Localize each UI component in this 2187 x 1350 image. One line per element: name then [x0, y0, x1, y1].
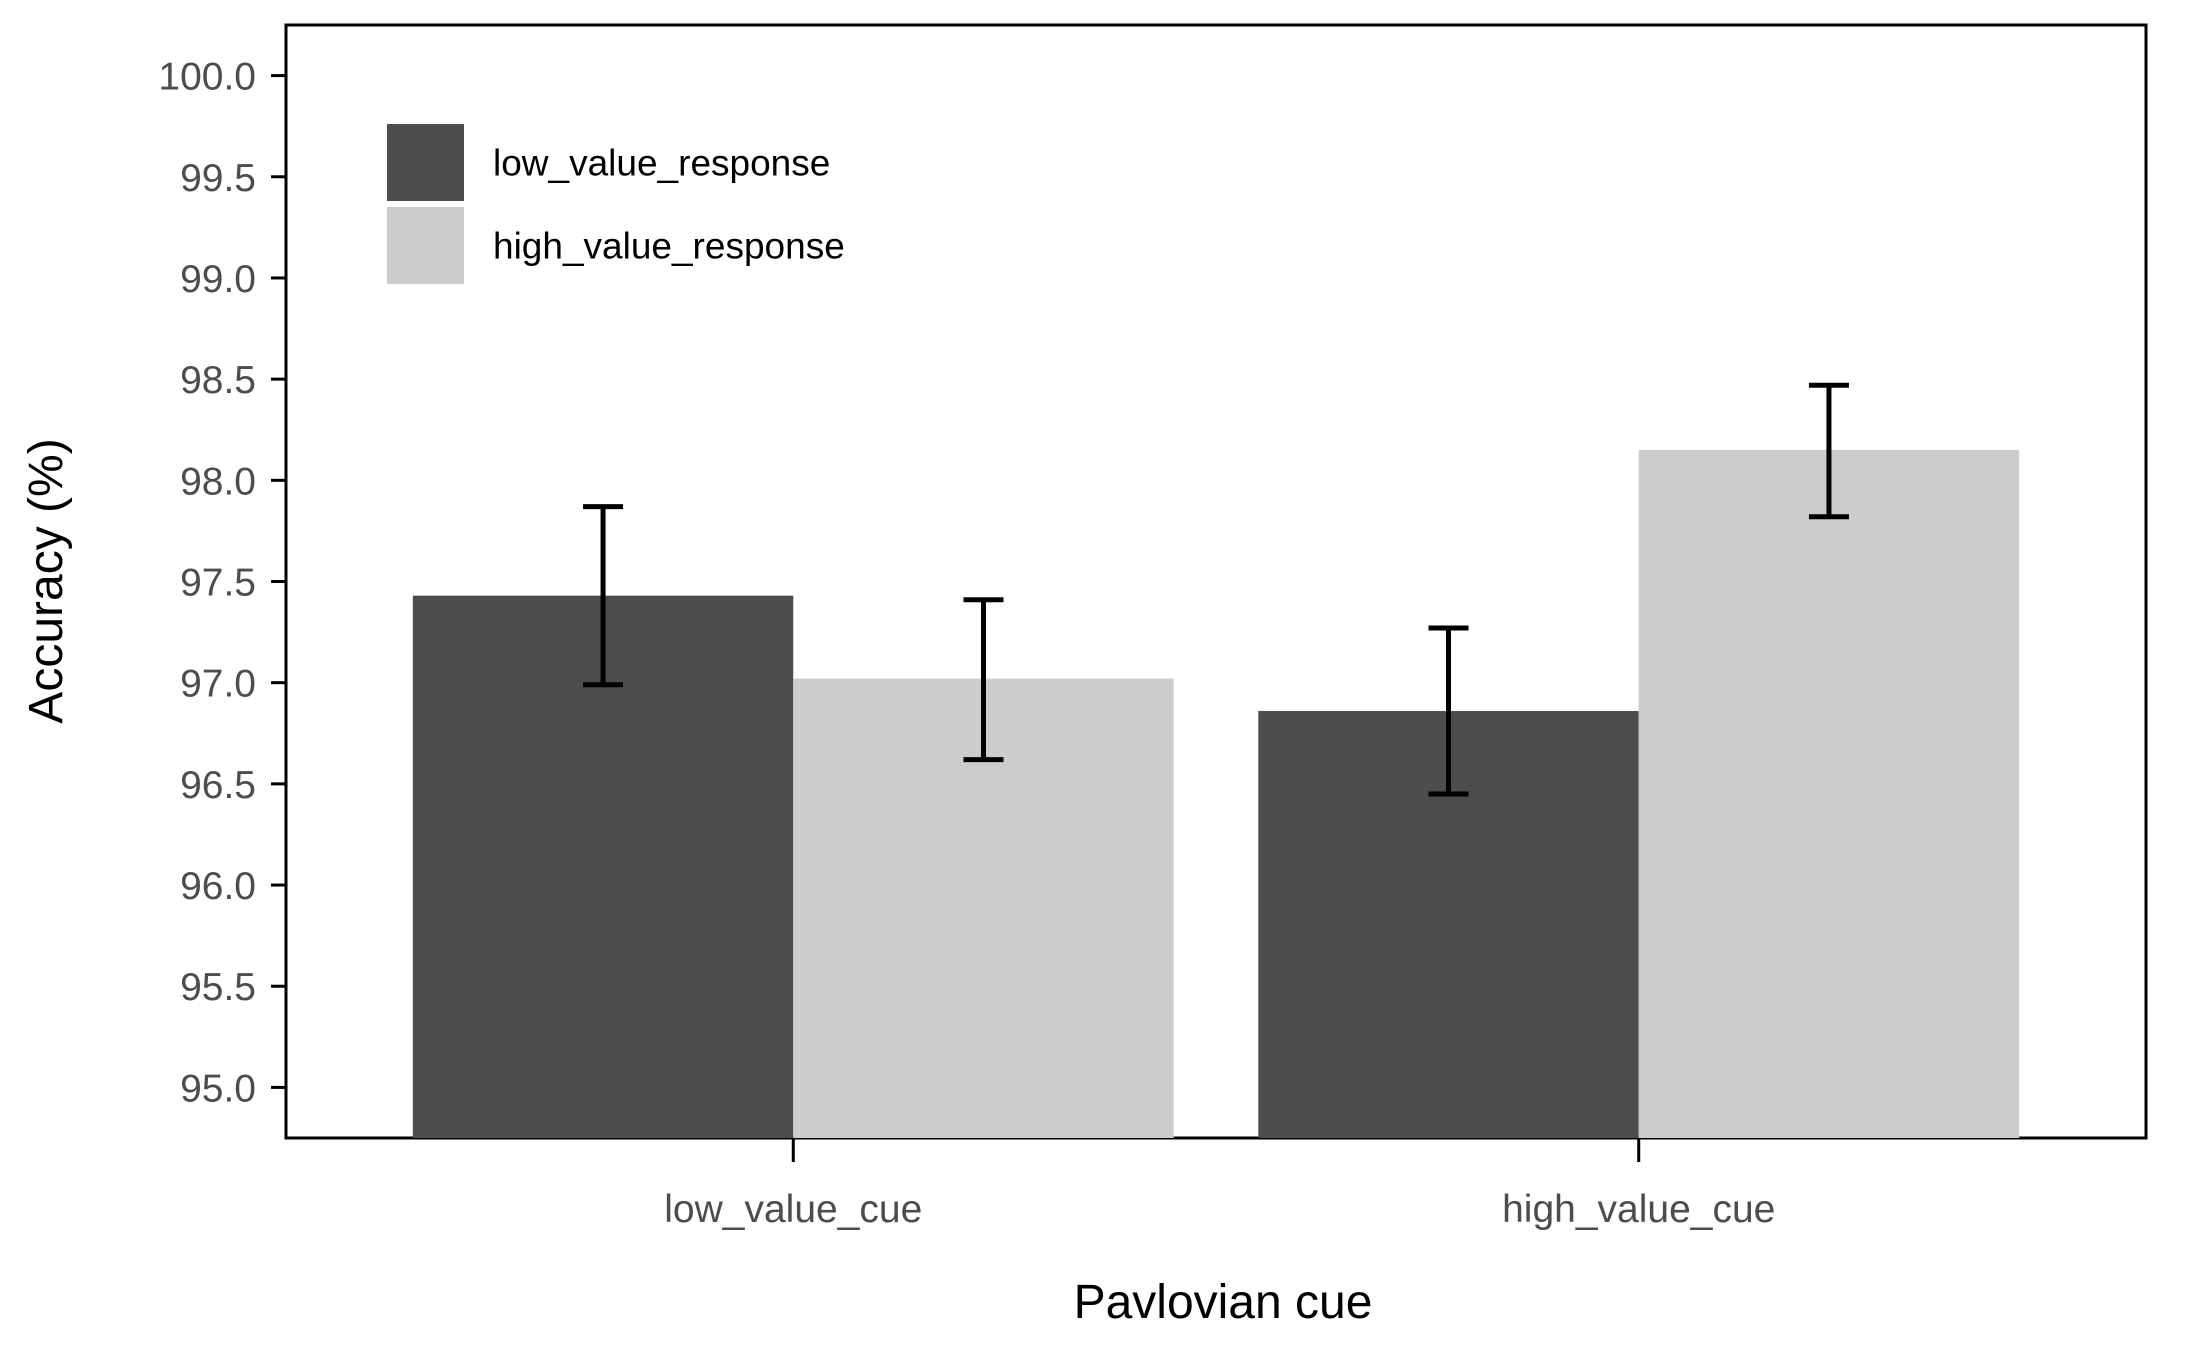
- y-tick-label: 97.0: [180, 663, 256, 706]
- y-tick-label: 98.0: [180, 460, 256, 503]
- error-bar-high_value_response-low_value_cue: [963, 597, 1004, 763]
- error-bars: [583, 382, 1849, 797]
- legend-label-low_value_response: low_value_response: [493, 143, 830, 184]
- y-tick-label: 95.5: [180, 966, 256, 1009]
- y-tick-label: 99.5: [180, 157, 256, 200]
- y-tick-label: 96.5: [180, 764, 256, 807]
- y-tick-label: 95.0: [180, 1067, 256, 1110]
- x-axis-title: Pavlovian cue: [1074, 1276, 1373, 1329]
- y-tick-label: 97.5: [180, 562, 256, 605]
- legend-label-high_value_response: high_value_response: [493, 226, 845, 267]
- legend-key-high_value_response: [387, 207, 464, 284]
- bar-high_value_response-high_value_cue: [1638, 449, 2020, 1138]
- x-tick-label-low_value_cue: low_value_cue: [664, 1188, 922, 1231]
- y-axis-title: Accuracy (%): [20, 438, 73, 723]
- error-bar-low_value_response-low_value_cue: [583, 504, 624, 688]
- error-bar-low_value_response-high_value_cue: [1428, 625, 1469, 797]
- x-tick-label-high_value_cue: high_value_cue: [1502, 1188, 1775, 1231]
- y-axis: 95.0 95.5 96.0 96.5 97.0 97.5 98.0 98.5 99.0 99.5…: [158, 56, 286, 1110]
- legend-key-low_value_response: [387, 124, 464, 201]
- y-tick-label: 99.0: [180, 258, 256, 301]
- y-tick-label: 96.0: [180, 865, 256, 908]
- bars: [412, 449, 2020, 1138]
- legend: low_value_response high_value_response: [387, 124, 845, 284]
- y-tick-label: 98.5: [180, 359, 256, 402]
- error-bar-high_value_response-high_value_cue: [1808, 382, 1849, 520]
- y-tick-label: 100.0: [158, 56, 256, 99]
- x-axis: low_value_cue high_value_cue: [664, 1138, 1775, 1231]
